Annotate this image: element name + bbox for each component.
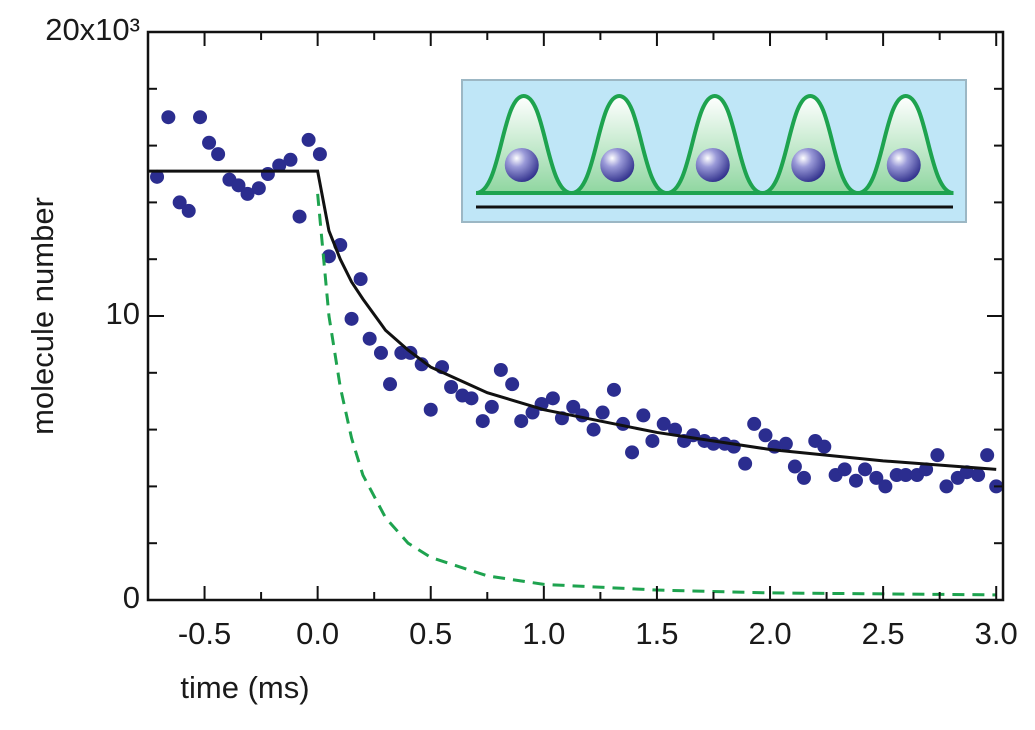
data-point: [301, 132, 316, 147]
data-point: [362, 331, 377, 346]
data-point: [251, 181, 266, 196]
x-tick-label: -0.5: [178, 616, 231, 651]
molecule-icon: [791, 148, 826, 182]
data-point: [837, 462, 852, 477]
potential-well: [666, 93, 764, 195]
data-point: [344, 311, 359, 326]
data-point: [373, 345, 388, 360]
x-axis-label: time (ms): [180, 670, 309, 705]
data-point: [172, 195, 187, 210]
data-point: [848, 473, 863, 488]
fit-line: [148, 169, 997, 471]
data-point: [292, 209, 307, 224]
data-point: [321, 249, 336, 264]
x-tick-label: 2.5: [862, 616, 905, 651]
data-point: [272, 158, 287, 173]
plot-area: [148, 110, 1003, 597]
y-axis-label: molecule number: [25, 197, 60, 435]
data-point: [161, 110, 176, 125]
data-point: [312, 147, 327, 162]
x-tick-label: 0.5: [409, 616, 452, 651]
data-point: [971, 468, 986, 483]
data-point: [898, 468, 913, 483]
data-point: [636, 408, 651, 423]
data-point: [423, 402, 438, 417]
data-point: [930, 448, 945, 463]
data-point: [464, 391, 479, 406]
data-point: [625, 445, 640, 460]
data-point: [181, 203, 196, 218]
data-point: [150, 169, 165, 184]
data-point: [878, 479, 893, 494]
data-point: [778, 436, 793, 451]
potential-well: [570, 93, 668, 195]
data-point: [231, 178, 246, 193]
data-point: [645, 433, 660, 448]
model-curve: [316, 193, 997, 597]
data-point: [211, 147, 226, 162]
data-point: [796, 470, 811, 485]
data-point: [202, 135, 217, 150]
data-point: [353, 272, 368, 287]
inset-illustration: [461, 79, 967, 223]
x-tick-label: 2.0: [748, 616, 791, 651]
data-point: [869, 470, 884, 485]
potential-well: [857, 93, 955, 195]
data-point: [475, 414, 490, 429]
data-point: [606, 382, 621, 397]
data-point: [193, 110, 208, 125]
data-point: [817, 439, 832, 454]
data-point: [939, 479, 954, 494]
molecule-icon: [886, 148, 921, 182]
x-tick-label: 3.0: [975, 616, 1018, 651]
data-point: [595, 405, 610, 420]
data-point: [283, 152, 298, 167]
x-tick-label: 1.0: [522, 616, 565, 651]
data-point: [444, 380, 459, 394]
data-point: [738, 456, 753, 471]
data-point: [668, 422, 683, 437]
data-point: [858, 462, 873, 477]
data-point: [787, 459, 802, 474]
data-point: [545, 391, 560, 406]
y-tick-label: 0: [123, 580, 140, 615]
data-point: [484, 399, 499, 414]
data-point: [758, 428, 773, 443]
x-tick-label: 1.5: [635, 616, 678, 651]
data-point: [414, 357, 429, 372]
data-point: [919, 462, 934, 477]
data-point: [747, 416, 762, 431]
y-tick-label: 20x10³: [45, 12, 140, 47]
data-point: [656, 416, 671, 431]
molecule-icon: [695, 148, 730, 182]
data-point: [383, 377, 398, 392]
data-point: [514, 414, 529, 429]
molecule-icon: [504, 148, 539, 182]
data-point: [566, 399, 581, 414]
data-point: [525, 405, 540, 420]
data-point: [240, 186, 255, 201]
data-point: [505, 377, 520, 392]
x-tick-label: 0.0: [296, 616, 339, 651]
data-point: [980, 448, 995, 463]
data-point: [586, 422, 601, 437]
data-point: [260, 167, 275, 181]
potential-well: [475, 93, 573, 195]
data-point: [726, 439, 741, 454]
molecule-icon: [600, 148, 635, 182]
y-tick-label: 10: [106, 296, 140, 331]
plot-frame: [146, 30, 1005, 602]
potential-well: [761, 93, 859, 195]
data-point: [493, 362, 508, 377]
